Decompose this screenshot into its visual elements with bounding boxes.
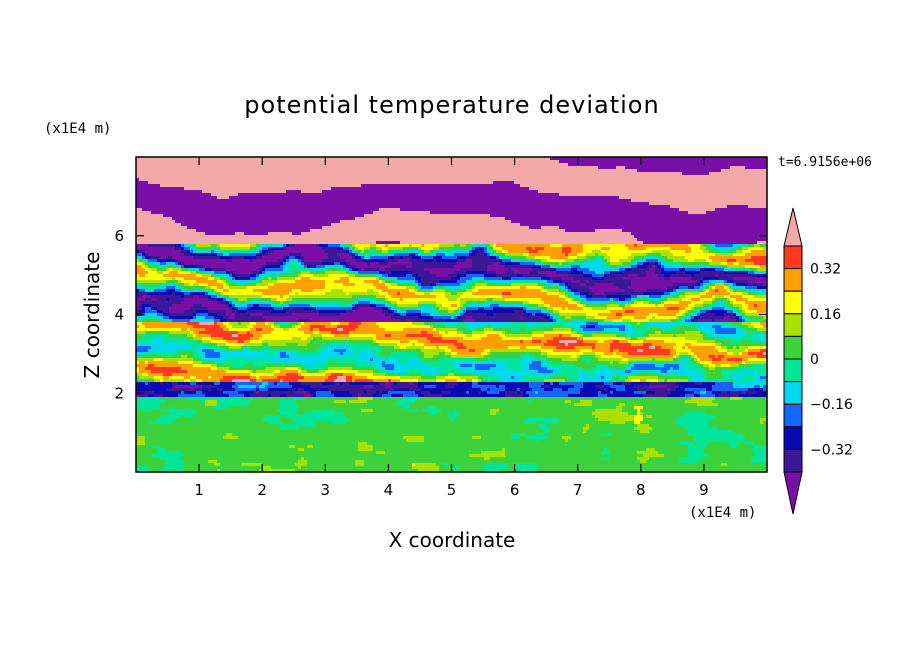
y-tick-label: 2 [114, 384, 124, 402]
colorbar-label: 0 [810, 352, 819, 368]
colorbar-swatch [784, 404, 802, 427]
colorbar-swatch [784, 359, 802, 382]
colorbar-swatch [784, 314, 802, 337]
x-tick-label: 5 [447, 481, 457, 499]
x-tick-label: 3 [321, 481, 331, 499]
colorbar-extend-max [784, 208, 802, 246]
x-tick-label: 1 [194, 481, 204, 499]
colorbar-label: −0.32 [810, 442, 853, 458]
y-axis-unit: (x1E4 m) [44, 121, 111, 137]
colorbar-swatch [784, 427, 802, 450]
colorbar-label: −0.16 [810, 397, 853, 413]
x-axis-label: X coordinate [389, 528, 516, 552]
colorbar-swatch [784, 449, 802, 472]
x-tick-label: 2 [257, 481, 267, 499]
heatmap-field [136, 157, 769, 472]
colorbar-label: 0.32 [810, 262, 841, 278]
x-tick-label: 4 [384, 481, 394, 499]
colorbar-swatch [784, 246, 802, 269]
colorbar-swatch [784, 336, 802, 359]
y-tick-label: 4 [114, 306, 124, 324]
colorbar-swatch [784, 291, 802, 314]
x-axis-unit: (x1E4 m) [689, 505, 756, 521]
colorbar: 0.32 0.16 0 −0.16 −0.32 [784, 208, 853, 514]
colorbar-extend-min [784, 472, 802, 514]
chart-title: potential temperature deviation [244, 91, 659, 119]
colorbar-swatch [784, 269, 802, 292]
colorbar-label: 0.16 [810, 307, 841, 323]
colorbar-swatch [784, 382, 802, 405]
y-axis-label: Z coordinate [80, 252, 104, 379]
time-label: t=6.9156e+06 [778, 155, 872, 170]
x-tick-label: 8 [636, 481, 646, 499]
x-tick-label: 7 [573, 481, 583, 499]
x-tick-label: 6 [510, 481, 520, 499]
y-tick-label: 6 [114, 227, 124, 245]
x-tick-label: 9 [699, 481, 709, 499]
